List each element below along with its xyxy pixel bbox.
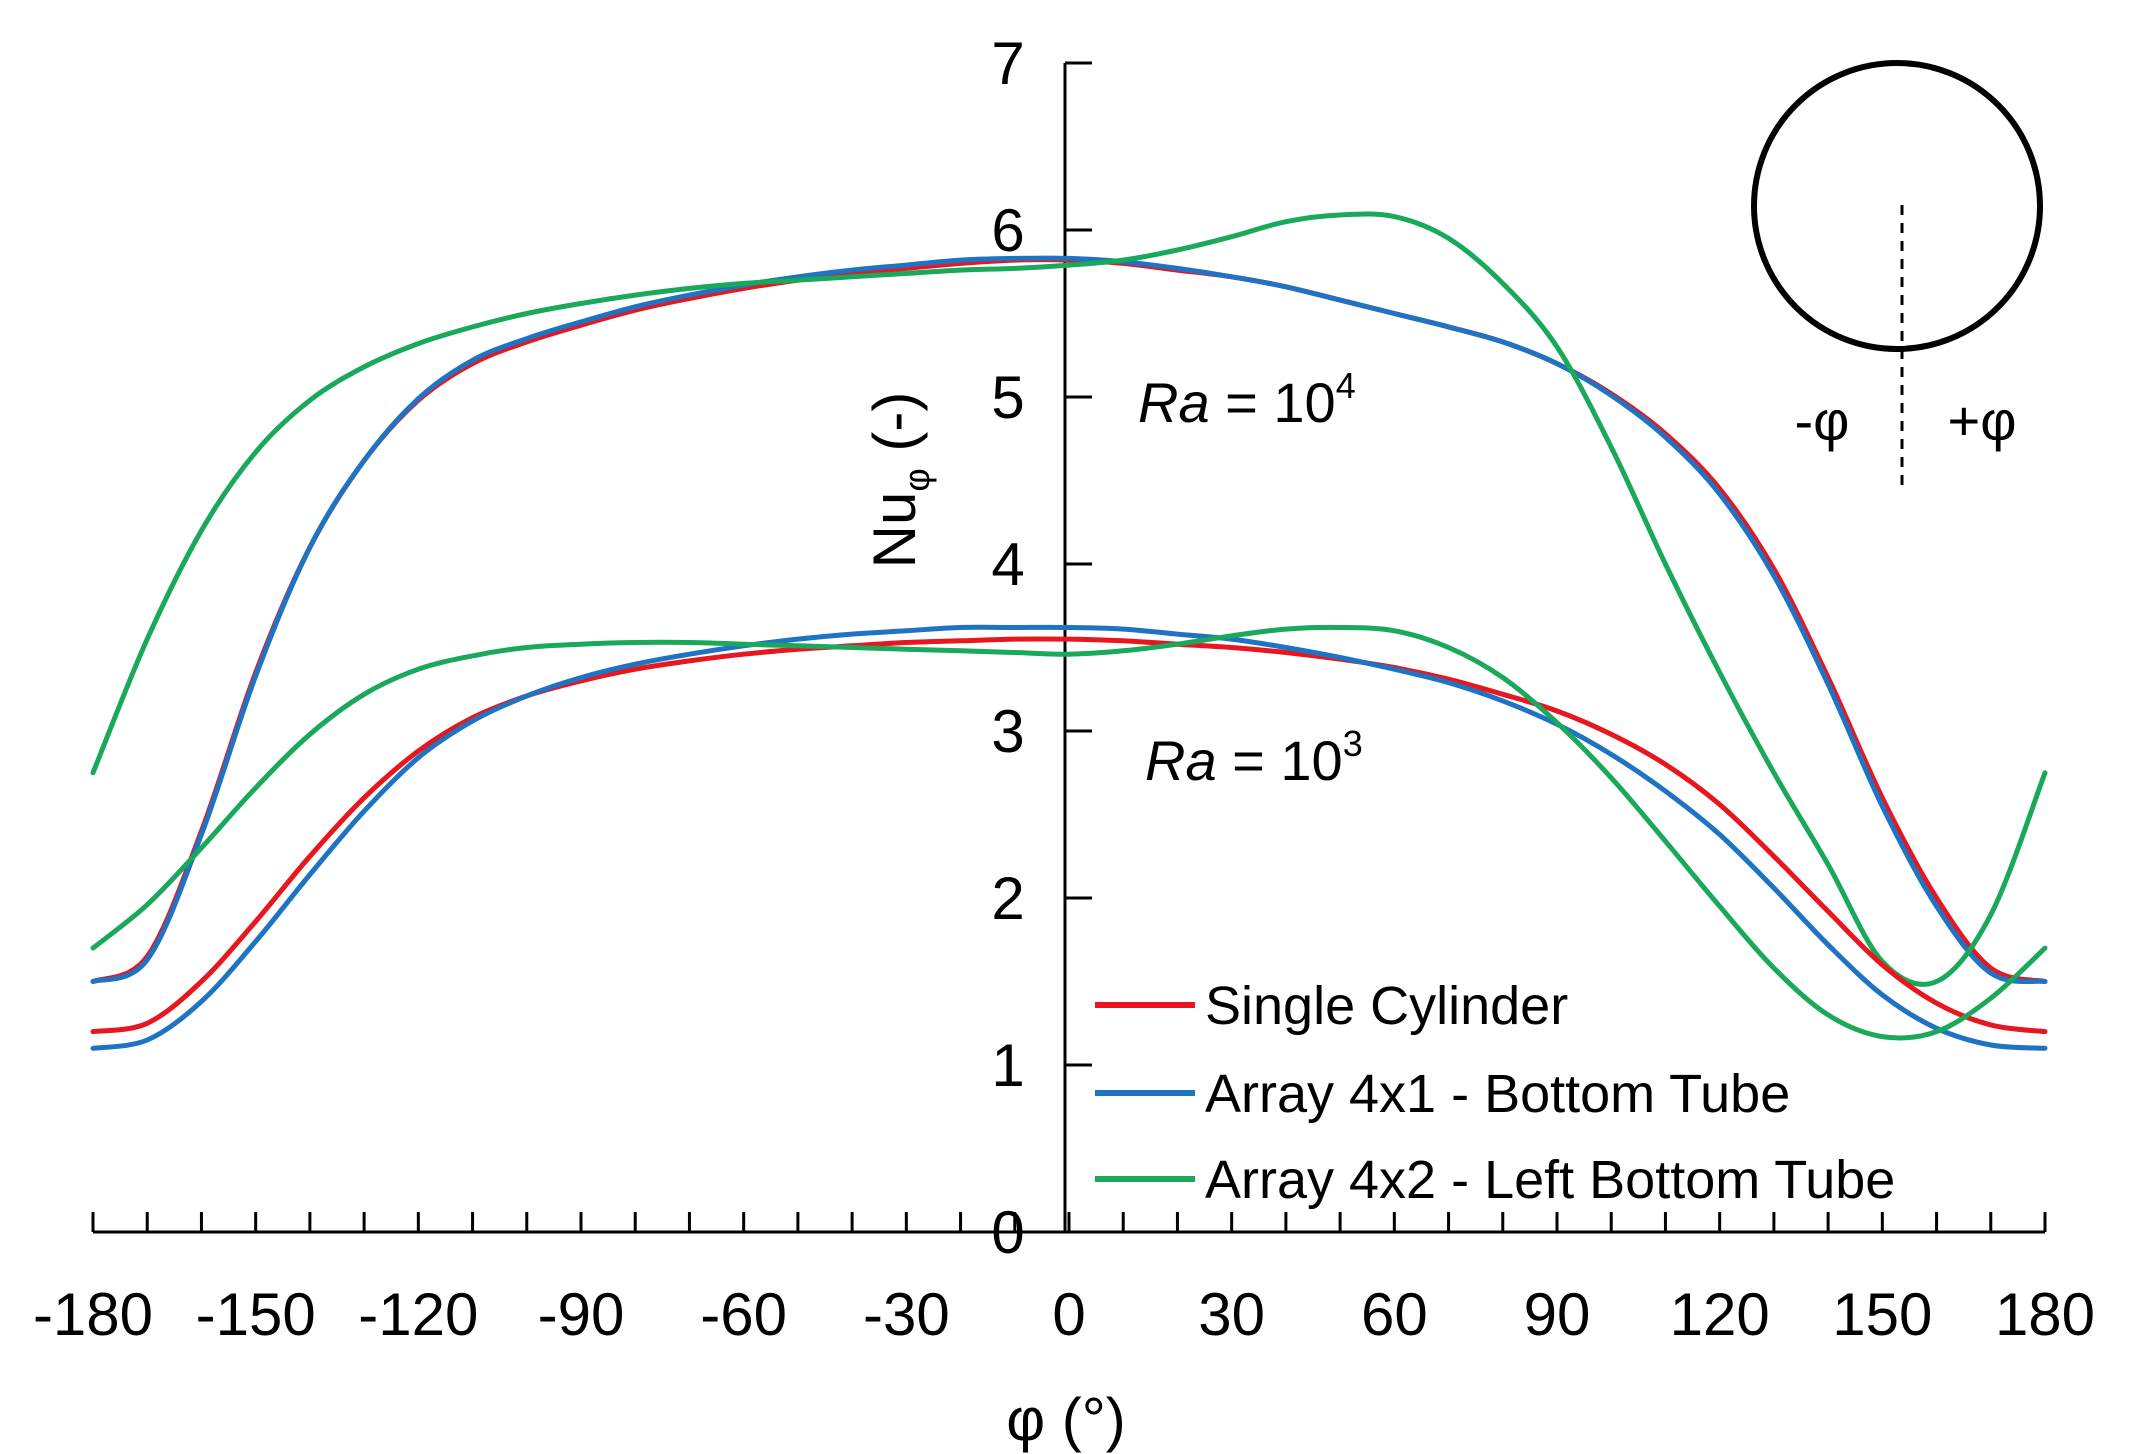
y-axis-tick-labels: 0 1 2 3 4 5 6 7 [991,30,1024,1266]
x-tick-label: -90 [538,1281,625,1348]
ra-1e4-exponent: 4 [1336,365,1356,406]
ra-1e4-symbol: Ra [1138,371,1210,434]
series-line-single-cylinder-ra-10e3 [90,636,2048,1035]
ra-1e3-value: = 10 [1217,729,1343,792]
y-tick-label: 7 [991,30,1024,97]
cylinder-circle-icon [1751,60,2043,352]
series-lines [90,211,2048,1051]
x-tick-label: 150 [1832,1281,1932,1348]
x-tick-label: 180 [1995,1281,2095,1348]
inset-plus-phi-label: +φ [1947,389,2016,452]
legend-label-array-4x1: Array 4x1 - Bottom Tube [1205,1064,1790,1124]
ra-1e4-value: = 10 [1210,371,1336,434]
series-line-array-4x2-left-bottom-tube-ra-10e3 [90,624,2048,1041]
x-tick-label: -30 [863,1281,950,1348]
series-line-single-cylinder-ra-10e4 [90,257,2048,984]
legend: Single Cylinder Array 4x1 - Bottom Tube … [1095,976,1895,1210]
y-tick-label: 6 [991,197,1024,264]
ra-1e3-annotation: Ra = 103 [1145,723,1363,792]
x-axis-ticks [91,1212,2047,1232]
legend-label-array-4x2: Array 4x2 - Left Bottom Tube [1205,1150,1895,1210]
y-axis-title-suffix [861,452,928,469]
x-axis-title: φ (°) [1006,1386,1126,1453]
ra-1e4-annotation: Ra = 104 [1138,365,1356,434]
x-tick-label: -180 [33,1281,153,1348]
x-tick-label: -150 [196,1281,316,1348]
x-tick-label: 90 [1524,1281,1591,1348]
ra-1e3-exponent: 3 [1343,723,1363,764]
y-tick-label: 5 [991,364,1024,431]
x-tick-label: 120 [1670,1281,1770,1348]
y-tick-label: 4 [991,531,1024,598]
y-axis-ticks [1065,61,1092,1234]
y-tick-label: 1 [991,1032,1024,1099]
x-axis-tick-labels: -180 -150 -120 -90 -60 -30 0 30 60 90 120 150 180 [33,1281,2095,1348]
x-tick-label: 60 [1361,1281,1428,1348]
series-line-array-4x1-bottom-tube-ra-10e3 [90,624,2048,1051]
x-tick-label: -120 [358,1281,478,1348]
x-tick-label: 30 [1198,1281,1265,1348]
y-axis-title: Nuφ (-) [861,392,937,569]
y-axis-title-main: Nu [861,492,928,569]
x-tick-label: -60 [700,1281,787,1348]
y-tick-label: 3 [991,698,1024,765]
y-axis-title-sub: φ [896,468,937,491]
cylinder-inset-diagram: -φ +φ [1751,60,2043,488]
y-axis-title-unit: (-) [861,392,928,452]
ra-1e3-symbol: Ra [1145,729,1217,792]
series-line-array-4x1-bottom-tube-ra-10e4 [90,255,2048,985]
series-line-array-4x2-left-bottom-tube-ra-10e4 [90,211,2048,987]
y-tick-label: 2 [991,865,1024,932]
x-tick-label: 0 [1052,1281,1085,1348]
inset-minus-phi-label: -φ [1795,389,1850,452]
legend-label-single-cylinder: Single Cylinder [1205,976,1568,1036]
y-tick-label: 0 [991,1199,1024,1266]
